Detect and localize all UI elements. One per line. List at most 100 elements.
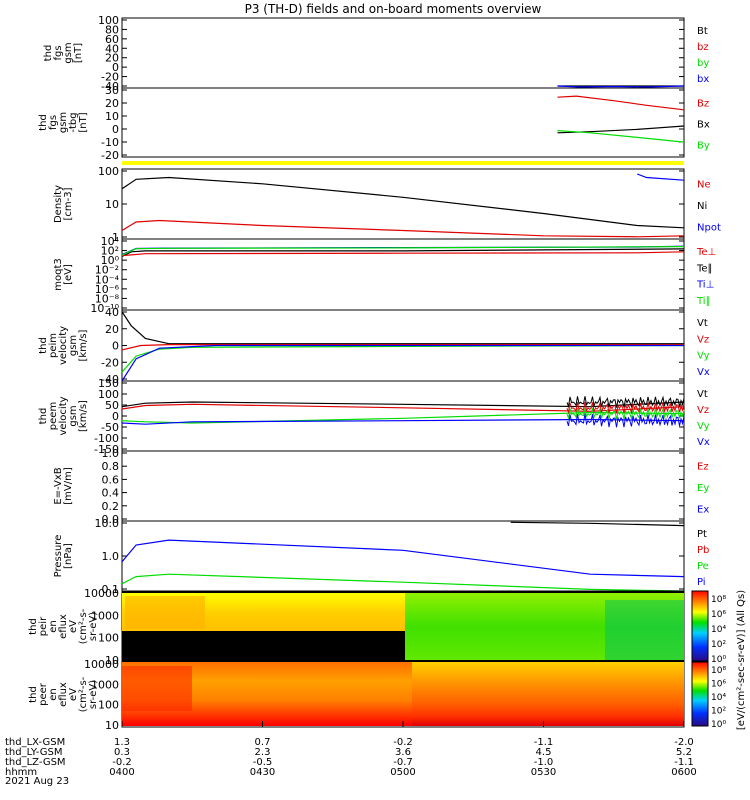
y-tick-label: 0 — [112, 410, 119, 423]
y-tick-label: -150 — [94, 443, 119, 456]
y-tick-label: -20 — [101, 356, 119, 369]
colorbar-tick: 10² — [711, 640, 726, 650]
x-tick-label: 0.3 — [114, 747, 130, 758]
y-tick-label: 10 — [105, 110, 119, 123]
panel-7: 1.00.80.60.40.20.0 E=-VxB [mV/m] Ez Ey Ex — [53, 447, 709, 526]
series-Ti∥ — [121, 246, 685, 256]
electron-band-right — [412, 662, 684, 726]
y-tick-label: 150 — [98, 377, 119, 390]
series-bx — [557, 85, 685, 88]
panel-frame — [121, 520, 685, 592]
legend-entry: Ex — [697, 504, 709, 515]
x-tick-label: 0400 — [109, 767, 134, 778]
legend-entry: Ti⊥ — [696, 280, 714, 291]
y-axis-label: sr-eV) — [88, 680, 99, 709]
legend-entry: Ez — [697, 462, 709, 473]
panel-3: 100 10 1 Density [cm-3] Ne Ni Npot — [53, 165, 721, 244]
legend-entry: Bz — [697, 99, 709, 110]
y-axis-label: E=-VxB — [53, 467, 64, 504]
y-axis-label: gsm — [63, 42, 74, 63]
series-Pt — [510, 521, 685, 527]
y-tick-label: 0.2 — [102, 500, 120, 513]
y-tick-label: 10.0 — [95, 517, 120, 530]
y-axis-label: [mV/m] — [63, 467, 74, 505]
ion-noise-region — [605, 600, 684, 660]
x-tick-label: 0600 — [671, 767, 696, 778]
y-axis-label: thd — [38, 408, 49, 425]
legend-entry: bx — [697, 74, 709, 85]
y-tick-label: 10² — [101, 245, 119, 258]
y-tick-label: 10000 — [84, 658, 119, 671]
colorbar-electron — [691, 661, 709, 727]
series-Bz — [557, 95, 685, 111]
y-tick-label: -20 — [101, 71, 119, 84]
y-axis-label: thd — [38, 114, 49, 131]
y-axis-label: (cm²-s- — [78, 608, 89, 644]
colorbar-tick: 10⁶ — [711, 610, 726, 620]
velocity-noise — [566, 395, 685, 428]
y-tick-label: 0 — [112, 340, 119, 353]
x-tick-label: -0.2 — [393, 737, 413, 748]
ion-hot-spot — [125, 596, 205, 629]
y-tick-label: 10⁰ — [101, 254, 120, 267]
series-Te∥ — [121, 248, 685, 258]
legend-entry: Vx — [697, 437, 710, 448]
x-tick-label: 3.6 — [395, 747, 411, 758]
series-Vt — [121, 311, 684, 345]
series-Vy — [121, 344, 685, 373]
y-tick-label: 20 — [105, 323, 119, 336]
y-tick-label: 10 — [105, 719, 119, 732]
y-axis-label: velocity — [58, 326, 69, 365]
noise-trace — [566, 401, 685, 415]
y-tick-label: 30 — [105, 84, 119, 97]
y-tick-label: 20 — [105, 52, 119, 65]
panel-frame — [121, 450, 685, 522]
x-tick-label: 4.5 — [536, 747, 552, 758]
series-Pi — [121, 539, 685, 578]
legend-entry: bz — [697, 42, 709, 53]
x-axis-labels: thd_LX-GSM 1.3 0.7 -0.2 -1.1 -2.0 thd_LY-GSM 0.… — [5, 721, 697, 778]
colorbar-tick: 10⁸ — [711, 595, 726, 605]
y-tick-label: 50 — [105, 399, 119, 412]
x-tick-label: -1.1 — [674, 757, 694, 768]
series-Vz — [121, 344, 684, 351]
y-tick-label: -50 — [101, 421, 119, 434]
y-tick-label: 60 — [105, 33, 119, 46]
y-axis-label: (cm²-s- — [78, 676, 89, 712]
y-axis-label: sr-eV) — [88, 612, 99, 641]
legend-entry: Npot — [697, 222, 721, 233]
legend-entry: Vy — [697, 421, 710, 432]
legend-entry: Ni — [697, 201, 707, 212]
y-tick-label: 10 — [105, 654, 119, 667]
y-tick-label: 100 — [98, 699, 119, 712]
y-axis-label: peer — [38, 682, 49, 706]
y-axis-label: [cm-3] — [63, 187, 74, 220]
y-tick-label: 0 — [112, 123, 119, 136]
colorbar-tick: 10² — [711, 707, 726, 717]
x-tick-label: 0530 — [531, 767, 556, 778]
y-tick-label: 10⁴ — [101, 235, 120, 248]
legend-entry: Pe — [697, 561, 709, 572]
y-axis-label: gsm — [68, 335, 79, 356]
legend-entry: Vt — [697, 389, 708, 400]
y-tick-label: 40 — [105, 42, 119, 55]
legend-entry: Vz — [697, 405, 709, 416]
x-tick-label: 2.3 — [255, 747, 271, 758]
legend-entry: Te∥ — [696, 263, 713, 274]
x-tick-label: -0.2 — [112, 757, 132, 768]
y-tick-label: 20 — [105, 97, 119, 110]
y-tick-label: -40 — [101, 373, 119, 386]
series-Ni — [121, 176, 685, 229]
y-tick-label: 100 — [98, 632, 119, 645]
noise-trace — [566, 407, 685, 421]
colorbar-tick: 10⁰ — [711, 655, 726, 665]
series-Vx — [121, 344, 684, 382]
colorbar-tick: 10⁸ — [711, 666, 726, 676]
x-tick-label: -2.0 — [674, 737, 694, 748]
y-axis-label: eV — [68, 620, 79, 633]
